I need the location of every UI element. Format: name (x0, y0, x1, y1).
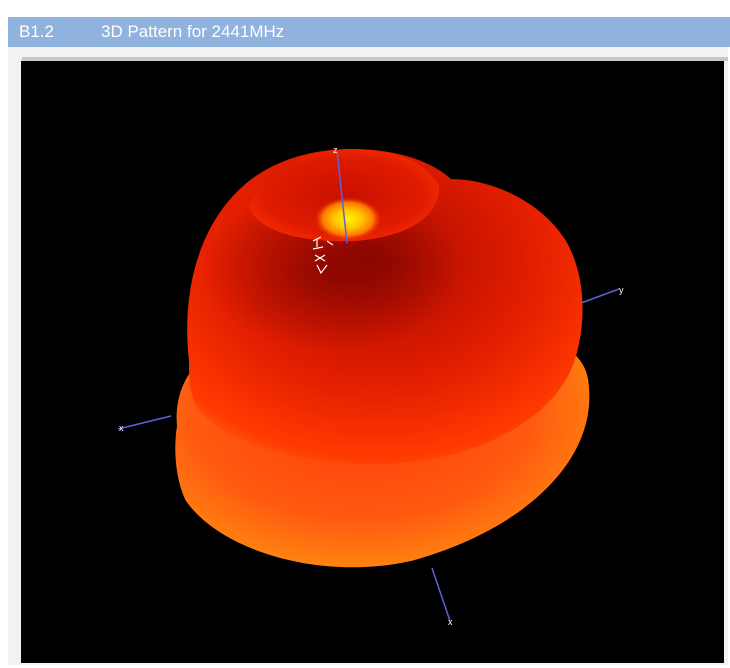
frame-separator (22, 57, 728, 61)
radiation-pattern-svg: z y x x (117, 145, 624, 627)
x-axis-label: x (119, 423, 124, 433)
z-axis-label: z (333, 145, 338, 155)
pattern-top-dome (249, 149, 440, 242)
pattern-null-hole (314, 197, 382, 241)
3d-pattern-viewport[interactable]: z y x x (21, 61, 724, 663)
section-title: 3D Pattern for 2441MHz (101, 22, 285, 41)
section-number: B1.2 (19, 22, 54, 41)
z-axis (336, 150, 348, 244)
origin-marker-icon (312, 236, 334, 275)
bottom-axis-label: x (448, 617, 453, 627)
x-axis-left (117, 415, 172, 430)
section-header: B1.2 3D Pattern for 2441MHz (8, 17, 730, 47)
x-axis-bottom (431, 567, 451, 622)
y-axis-label: y (619, 285, 624, 295)
